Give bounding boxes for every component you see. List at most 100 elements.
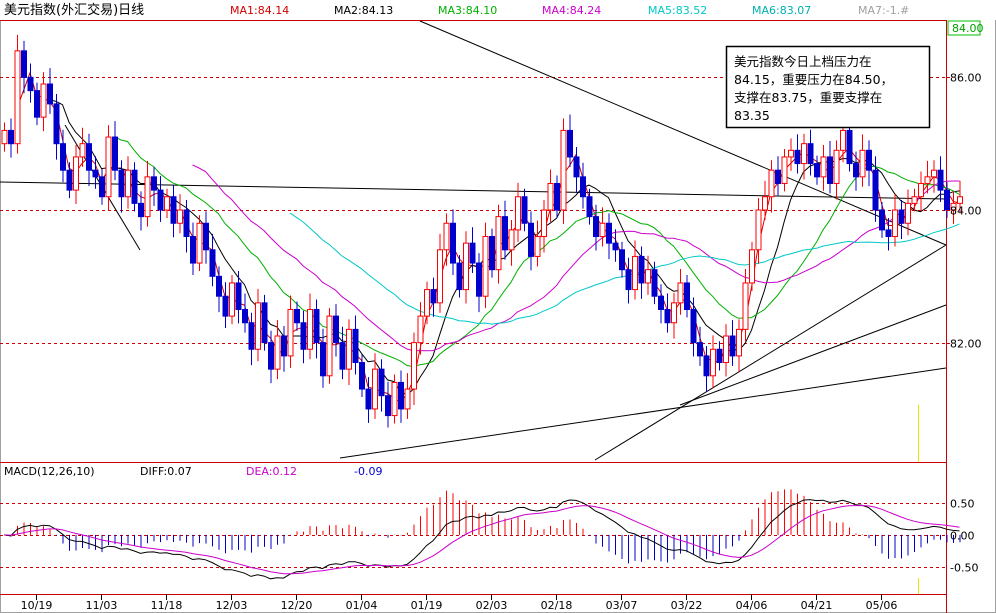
candle-body: [229, 282, 235, 317]
candle-body: [242, 308, 248, 324]
candle-body: [937, 169, 944, 191]
macd-histogram: [10, 489, 961, 564]
current-price-label: 84.00: [952, 22, 984, 35]
candle-body: [684, 282, 690, 310]
current-price-box: [947, 20, 981, 36]
candle-body: [677, 282, 684, 304]
candle-body: [411, 342, 417, 390]
annotation-line-3: 支撑在83.75，重要支撑在: [734, 90, 882, 105]
candle-body: [931, 169, 937, 178]
candle-body: [404, 388, 411, 410]
candle-body: [281, 335, 287, 357]
date-tick-label: 12/03: [216, 599, 248, 612]
candle-body: [866, 149, 872, 171]
candle-body: [79, 143, 86, 158]
candle-body: [8, 129, 14, 145]
candle-body: [73, 156, 79, 191]
candle-body: [528, 222, 534, 257]
candle-body: [326, 315, 333, 377]
candle-body: [645, 269, 651, 284]
candle-body: [814, 163, 820, 178]
candle-body: [924, 176, 931, 184]
candle-body: [450, 222, 456, 264]
candle-body: [144, 176, 151, 218]
candle-body: [586, 196, 593, 218]
price-tick-label: 82.00: [950, 338, 982, 351]
candle-body: [697, 342, 703, 357]
candle-body: [599, 222, 606, 238]
ma-line: [289, 212, 960, 325]
candle-body: [892, 209, 898, 238]
date-tick-label: 03/22: [671, 599, 703, 612]
dea-label: DEA:0.12: [246, 465, 297, 478]
diff-label: DIFF:0.07: [140, 465, 192, 478]
candle-body: [313, 308, 320, 344]
candle-body: [729, 335, 736, 357]
candle-body: [99, 176, 105, 198]
candle-body: [60, 143, 66, 171]
date-tick-label: 11/03: [86, 599, 118, 612]
candle-body: [801, 143, 807, 165]
candle-body: [339, 342, 346, 370]
candle-body: [846, 129, 853, 165]
date-axis: 10/19 11/03 11/18 12/03 12/20 01/04 01/19 02/03…: [21, 594, 897, 612]
candle-body: [853, 163, 859, 178]
annotation-box: 美元指数今日上档压力在 84.15，重要压力在84.50， 支撑在83.75，重…: [725, 45, 931, 129]
date-tick-label: 10/19: [21, 599, 53, 612]
candle-body: [27, 76, 34, 92]
candle-body: [443, 222, 450, 251]
candle-body: [664, 308, 671, 324]
candle-body: [840, 129, 846, 151]
candle-body: [833, 149, 840, 184]
date-tick-label: 12/20: [281, 599, 313, 612]
candle-body: [190, 236, 196, 264]
candle-body: [14, 50, 21, 145]
candle-body: [593, 216, 599, 238]
candle-body: [112, 136, 118, 171]
candle-body: [495, 216, 502, 271]
macd-axis: 0.50 0.00 -0.50: [950, 498, 978, 575]
candle-body: [690, 308, 697, 344]
candle-body: [391, 381, 398, 417]
candle-body: [157, 189, 164, 211]
candle-body: [521, 196, 528, 224]
candle-body: [47, 83, 53, 105]
candle-body: [333, 315, 339, 344]
candle-body: [216, 275, 222, 297]
candle-body: [911, 196, 918, 204]
candle-body: [619, 249, 625, 271]
macd-tick-label: 0.50: [950, 498, 975, 511]
candle-body: [560, 129, 567, 211]
candle-body: [638, 255, 645, 284]
date-tick-label: 04/06: [736, 599, 768, 612]
candle-body: [632, 255, 638, 291]
candle-body: [255, 302, 261, 350]
title-bar: [0, 0, 996, 20]
candle-body: [138, 202, 144, 218]
candle-body: [788, 149, 794, 158]
candle-body: [482, 236, 489, 297]
candle-body: [950, 202, 957, 211]
candle-body: [775, 169, 781, 184]
trendline: [594, 244, 947, 461]
candle-body: [762, 196, 768, 211]
annotation-line-1: 美元指数今日上档压力在: [734, 54, 872, 69]
candle-body: [417, 315, 424, 344]
trendline: [339, 367, 947, 459]
candle-body: [456, 262, 463, 291]
trendline: [0, 181, 947, 200]
candle-body: [463, 242, 469, 291]
candle-body: [534, 236, 541, 257]
candle-body: [105, 136, 112, 198]
candle-body: [554, 182, 560, 211]
candle-body: [671, 302, 677, 324]
price-tick-label: 84.00: [950, 205, 982, 218]
candle-body: [92, 169, 99, 178]
candle-body: [703, 355, 710, 377]
candle-body: [1, 129, 8, 145]
candle-body: [918, 182, 924, 198]
macd-tick-label: 0.00: [950, 530, 975, 543]
candle-body: [352, 328, 359, 364]
candlesticks: [1, 34, 963, 428]
candle-body: [905, 202, 911, 224]
